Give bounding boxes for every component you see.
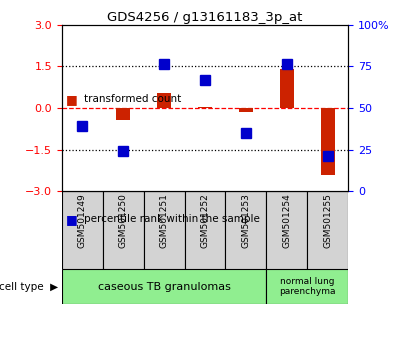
Bar [62,191,103,269]
Bar [116,108,130,120]
Text: GSM501251: GSM501251 [160,194,168,249]
Text: cell type  ▶: cell type ▶ [0,282,58,292]
Text: transformed count: transformed count [84,94,181,104]
Bar [307,191,348,269]
Bar [103,191,144,269]
Text: percentile rank within the sample: percentile rank within the sample [84,215,259,224]
Text: GSM501249: GSM501249 [78,194,87,248]
Text: GSM501253: GSM501253 [242,194,250,249]
Bar [185,191,225,269]
Text: GSM501254: GSM501254 [282,194,291,248]
Bar [198,107,212,108]
Bar [157,93,171,108]
Text: GSM501255: GSM501255 [323,194,332,249]
Text: caseous TB granulomas: caseous TB granulomas [98,282,230,292]
Bar [144,191,185,269]
Bar [225,191,266,269]
Bar [62,269,266,304]
Bar [239,108,253,112]
Bar [266,191,307,269]
Text: GSM501250: GSM501250 [119,194,128,249]
Title: GDS4256 / g13161183_3p_at: GDS4256 / g13161183_3p_at [107,11,302,24]
Bar [280,69,294,108]
Text: ■: ■ [66,93,78,105]
Bar [266,269,348,304]
Text: ■: ■ [66,213,78,226]
Bar [321,108,335,175]
Text: normal lung
parenchyma: normal lung parenchyma [279,277,336,296]
Text: GSM501252: GSM501252 [201,194,209,248]
